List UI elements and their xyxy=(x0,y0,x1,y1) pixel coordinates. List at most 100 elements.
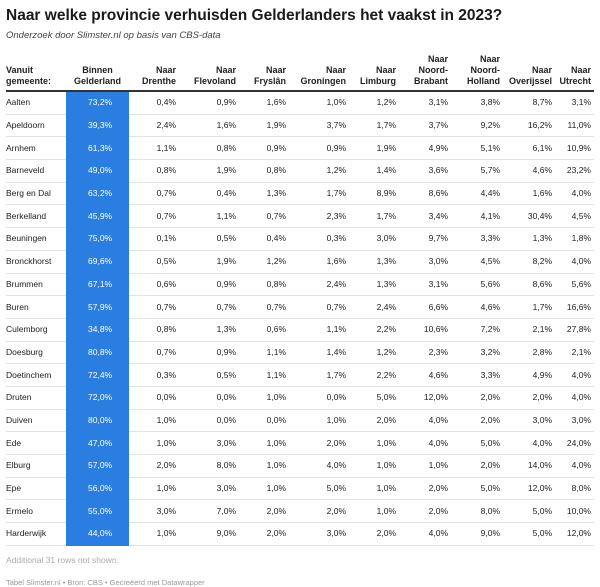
column-header-line: Brabant xyxy=(413,76,448,86)
table-cell: 8,0% xyxy=(451,499,503,524)
table-cell: 5,6% xyxy=(451,273,503,297)
table-cell: 3,1% xyxy=(399,91,451,115)
table-cell: 4,1% xyxy=(451,204,503,229)
table-cell: 39,3% xyxy=(66,114,129,138)
chart-subtitle: Onderzoek door Slimster.nl op basis van … xyxy=(6,30,221,41)
table-cell: 1,6% xyxy=(179,114,239,138)
column-header: Naar Drenthe xyxy=(129,51,179,92)
row-label: Bronckhorst xyxy=(6,250,66,274)
table-cell: 2,0% xyxy=(451,454,503,478)
table-cell: 1,2% xyxy=(349,91,399,115)
table-cell: 1,2% xyxy=(289,159,349,183)
row-label: Doesburg xyxy=(6,341,66,365)
table-cell: 24,0% xyxy=(555,431,594,455)
table-cell: 1,3% xyxy=(349,273,399,297)
table-cell: 1,1% xyxy=(179,204,239,229)
table-row: Berkelland 45,9% 0,7% 1,1% 0,7% 2,3% 1,7% 3,4% 4… xyxy=(6,204,594,229)
table-row: Harderwijk 44,0% 1,0% 9,0% 2,0% 3,0% 2,0% 4,0% 9… xyxy=(6,522,594,546)
column-header: Naar Utrecht xyxy=(555,51,594,92)
table-cell: 1,3% xyxy=(349,250,399,274)
table-cell: 1,1% xyxy=(239,363,289,387)
table-cell: 4,0% xyxy=(555,454,594,478)
table-cell: 1,9% xyxy=(239,114,289,138)
row-label: Aalten xyxy=(6,91,66,115)
table-cell: 0,9% xyxy=(239,136,289,161)
table-cell: 63,2% xyxy=(66,182,129,206)
table-cell: 5,0% xyxy=(503,499,555,524)
column-header-line: Naar xyxy=(570,65,591,75)
row-label: Ermelo xyxy=(6,499,66,524)
table-cell: 0,0% xyxy=(239,409,289,433)
row-label: Elburg xyxy=(6,454,66,478)
table-cell: 3,2% xyxy=(451,341,503,365)
table-cell: 10,0% xyxy=(555,499,594,524)
table-cell: 30,4% xyxy=(503,204,555,229)
table-cell: 2,1% xyxy=(503,318,555,342)
table-row: Doesburg 80,8% 0,7% 0,9% 1,1% 1,4% 1,2% 2,3% 3,2… xyxy=(6,341,594,365)
table-cell: 2,4% xyxy=(289,273,349,297)
table-cell: 8,9% xyxy=(349,182,399,206)
table-row: Epe 56,0% 1,0% 3,0% 1,0% 5,0% 1,0% 2,0% 5,0% 12,0… xyxy=(6,477,594,501)
table-cell: 0,9% xyxy=(179,273,239,297)
table-cell: 1,2% xyxy=(349,341,399,365)
table-cell: 5,6% xyxy=(555,273,594,297)
table-cell: 4,0% xyxy=(399,409,451,433)
column-header-line: Naar xyxy=(325,65,346,75)
table-cell: 1,3% xyxy=(503,227,555,251)
table-cell: 14,0% xyxy=(503,454,555,478)
table-cell: 8,0% xyxy=(555,477,594,501)
table-cell: 3,0% xyxy=(179,477,239,501)
table-cell: 5,0% xyxy=(451,477,503,501)
table-cell: 1,0% xyxy=(129,477,179,501)
table-row: Druten 72,0% 0,0% 0,0% 1,0% 0,0% 5,0% 12,0% 2,0%… xyxy=(6,386,594,410)
table-cell: 2,0% xyxy=(503,386,555,410)
table-cell: 5,0% xyxy=(349,386,399,410)
table-cell: 5,0% xyxy=(503,522,555,546)
table-cell: 0,9% xyxy=(289,136,349,161)
table-cell: 3,7% xyxy=(399,114,451,138)
table-cell: 2,0% xyxy=(289,431,349,455)
row-label: Apeldoorn xyxy=(6,114,66,138)
column-header-line: Groningen xyxy=(300,76,347,86)
table-cell: 1,9% xyxy=(179,159,239,183)
column-header-line: Naar xyxy=(427,54,448,64)
table-cell: 67,1% xyxy=(66,273,129,297)
table-cell: 1,0% xyxy=(239,386,289,410)
row-label: Epe xyxy=(6,477,66,501)
table-cell: 1,0% xyxy=(239,477,289,501)
table-row: Brummen 67,1% 0,6% 0,9% 0,8% 2,4% 1,3% 3,1% 5,6%… xyxy=(6,273,594,297)
table-cell: 1,2% xyxy=(239,250,289,274)
table-cell: 0,8% xyxy=(179,136,239,161)
table-cell: 1,0% xyxy=(239,454,289,478)
table-cell: 1,9% xyxy=(179,250,239,274)
table-cell: 2,0% xyxy=(451,409,503,433)
column-header-line: Naar xyxy=(479,54,500,64)
table-cell: 4,6% xyxy=(399,363,451,387)
table-cell: 1,0% xyxy=(349,431,399,455)
table-cell: 3,0% xyxy=(129,499,179,524)
table-cell: 0,0% xyxy=(289,386,349,410)
column-header: Naar Noord- Brabant xyxy=(399,51,451,92)
column-header-line: Utrecht xyxy=(559,76,591,86)
table-cell: 1,0% xyxy=(129,431,179,455)
column-header-line: Vanuit xyxy=(6,65,34,75)
column-header: Naar Limburg xyxy=(349,51,399,92)
table-cell: 49,0% xyxy=(66,159,129,183)
table-cell: 1,0% xyxy=(349,477,399,501)
table-cell: 4,0% xyxy=(555,250,594,274)
table-cell: 61,3% xyxy=(66,136,129,161)
column-header-line: Limburg xyxy=(360,76,396,86)
table-cell: 0,0% xyxy=(179,386,239,410)
table-cell: 1,0% xyxy=(129,522,179,546)
table-cell: 0,8% xyxy=(129,159,179,183)
table-cell: 0,3% xyxy=(289,227,349,251)
table-cell: 3,7% xyxy=(289,114,349,138)
table-cell: 2,1% xyxy=(555,341,594,365)
table-cell: 2,0% xyxy=(349,522,399,546)
column-header-line: Binnen xyxy=(82,65,113,75)
table-cell: 57,0% xyxy=(66,454,129,478)
table-cell: 4,0% xyxy=(399,522,451,546)
table-cell: 0,0% xyxy=(179,409,239,433)
table-cell: 0,4% xyxy=(239,227,289,251)
table-cell: 1,6% xyxy=(503,182,555,206)
